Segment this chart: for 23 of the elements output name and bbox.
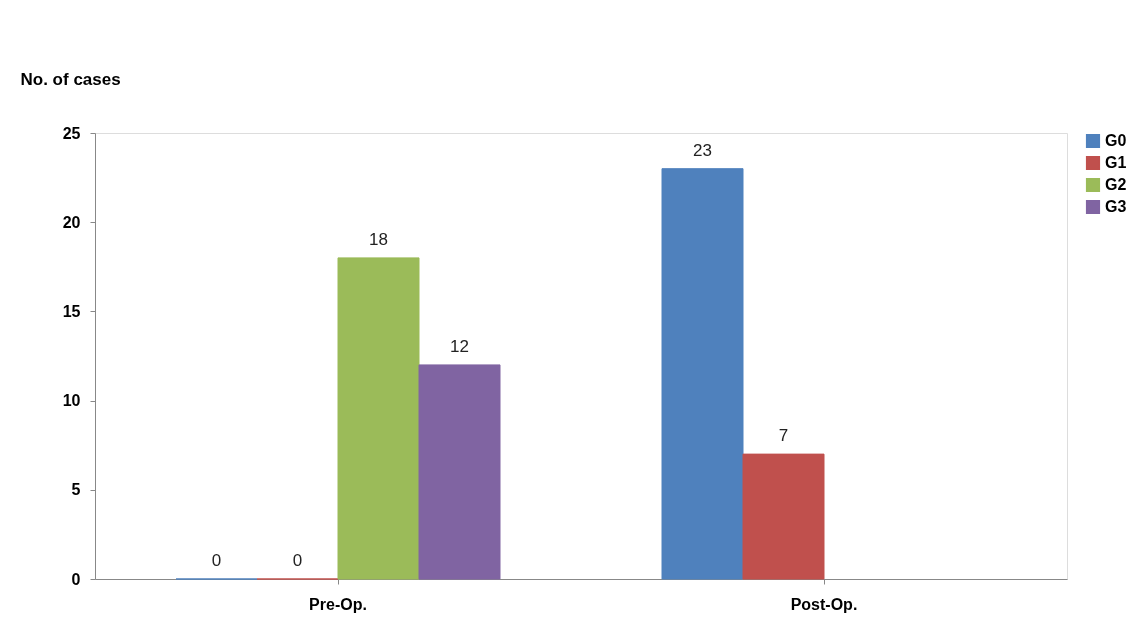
- legend-label: G1: [1105, 154, 1127, 171]
- bar: [418, 364, 501, 580]
- data-label: 0: [211, 551, 222, 570]
- y-tick-label: 0: [71, 570, 81, 588]
- y-tick-label: 5: [71, 481, 81, 499]
- x-tick-label: Pre-Op.: [309, 595, 367, 613]
- legend-label: G0: [1105, 132, 1127, 149]
- y-tick-label: 10: [62, 392, 81, 410]
- data-label: 7: [778, 426, 789, 446]
- bar: [661, 168, 744, 580]
- data-label: 0: [292, 551, 303, 570]
- data-label: 12: [450, 336, 469, 356]
- bar: [742, 453, 825, 580]
- y-tick-label: 25: [62, 124, 81, 142]
- y-axis-title: No. of cases: [20, 69, 121, 89]
- data-label: 23: [693, 140, 712, 160]
- y-tick-label: 20: [62, 213, 81, 231]
- bar: [337, 257, 420, 580]
- y-tick-label: 15: [62, 302, 81, 320]
- data-label: 18: [369, 229, 388, 249]
- legend-label: G2: [1105, 176, 1127, 193]
- legend-label: G3: [1105, 198, 1127, 215]
- x-tick-label: Post-Op.: [790, 595, 858, 613]
